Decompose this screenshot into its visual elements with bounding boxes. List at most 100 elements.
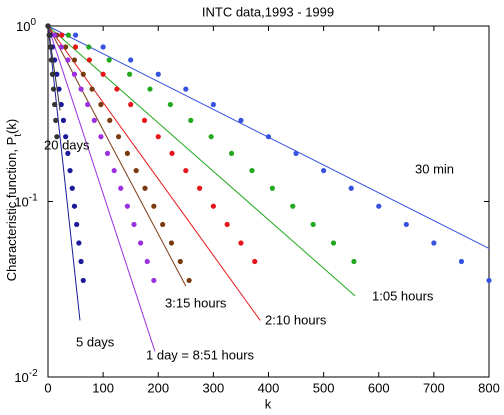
series-label: 1:05 hours	[372, 288, 434, 303]
data-point	[86, 44, 92, 50]
series-label: 3:15 hours	[165, 295, 227, 310]
data-point	[71, 57, 78, 63]
data-point	[128, 101, 134, 108]
fit-line	[47, 25, 61, 111]
data-point	[351, 258, 357, 265]
y-tick-base: 10	[16, 19, 30, 34]
data-point	[210, 101, 216, 108]
data-point	[98, 101, 104, 108]
data-point	[60, 117, 67, 123]
data-point	[249, 167, 255, 174]
data-point	[91, 117, 97, 123]
x-tick-label: 200	[147, 380, 169, 395]
data-point	[151, 277, 157, 284]
series-label: 1 day = 8:51 hours	[146, 347, 255, 362]
data-point	[111, 167, 117, 174]
series-label: 20 days	[44, 137, 90, 152]
data-point	[155, 134, 161, 140]
data-point	[85, 101, 91, 108]
data-point	[128, 57, 134, 63]
data-point	[63, 44, 69, 50]
fit-line	[47, 25, 156, 352]
series-label: 2:10 hours	[265, 312, 327, 327]
data-point	[238, 240, 244, 246]
data-point	[126, 71, 133, 77]
chart-title: INTC data,1993 - 1999	[202, 4, 334, 19]
data-point	[210, 203, 216, 209]
data-point	[78, 86, 84, 92]
y-tick-exponent: -1	[29, 192, 38, 203]
x-tick-label: 300	[203, 380, 225, 395]
data-point	[133, 167, 139, 174]
data-point	[80, 277, 86, 284]
x-tick-label: 100	[92, 380, 114, 395]
data-point	[238, 117, 244, 123]
data-point	[131, 221, 137, 228]
data-point	[54, 134, 60, 140]
data-point	[106, 57, 112, 63]
data-point	[72, 32, 79, 38]
data-point	[98, 134, 104, 140]
data-point	[160, 221, 166, 228]
data-point	[50, 86, 57, 92]
data-point	[59, 32, 65, 38]
data-point	[47, 44, 53, 50]
data-point	[115, 134, 122, 140]
series-label: 5 days	[76, 334, 115, 349]
data-point	[403, 221, 409, 228]
data-point	[104, 150, 111, 156]
data-point	[252, 258, 258, 265]
x-tick-label: 0	[44, 380, 51, 395]
data-point	[49, 71, 56, 77]
data-point	[155, 71, 161, 77]
data-point	[69, 185, 75, 191]
series-label: 30 min	[415, 161, 454, 176]
data-point	[72, 44, 79, 50]
data-point	[431, 240, 437, 246]
data-point	[321, 167, 327, 174]
data-point	[71, 71, 78, 77]
data-point	[183, 86, 189, 92]
fit-line	[47, 25, 356, 297]
data-point	[67, 167, 73, 174]
data-point	[147, 86, 153, 92]
data-point	[76, 240, 82, 246]
data-point	[45, 23, 51, 29]
data-point	[376, 203, 382, 209]
y-tick-exponent: -2	[29, 368, 38, 379]
data-point	[65, 150, 71, 156]
data-point	[458, 258, 465, 265]
data-point	[86, 57, 92, 63]
data-point	[52, 101, 58, 108]
x-tick-label: 400	[258, 380, 280, 395]
data-point	[168, 240, 175, 246]
data-point	[74, 221, 80, 228]
x-axis-label: k	[265, 396, 272, 411]
data-point	[208, 134, 214, 140]
data-point	[310, 221, 316, 228]
y-tick-label: 10-1	[14, 192, 38, 210]
data-point	[151, 203, 157, 209]
data-point	[167, 101, 173, 108]
y-label-sub: t	[13, 134, 24, 137]
x-tick-label: 600	[368, 380, 390, 395]
y-tick-base: 10	[14, 195, 28, 210]
data-point	[293, 150, 299, 156]
data-point	[330, 240, 337, 246]
data-point	[169, 150, 175, 156]
data-point	[269, 185, 275, 191]
data-point	[65, 57, 71, 63]
y-tick-exponent: 0	[30, 17, 36, 28]
x-tick-label: 700	[423, 380, 445, 395]
data-point	[188, 117, 194, 123]
data-point	[124, 150, 130, 156]
data-point	[58, 44, 64, 50]
data-point	[107, 117, 113, 123]
data-point	[63, 134, 69, 140]
data-point	[177, 258, 183, 265]
data-point	[196, 185, 203, 191]
data-point	[46, 32, 52, 38]
data-point	[186, 277, 192, 284]
